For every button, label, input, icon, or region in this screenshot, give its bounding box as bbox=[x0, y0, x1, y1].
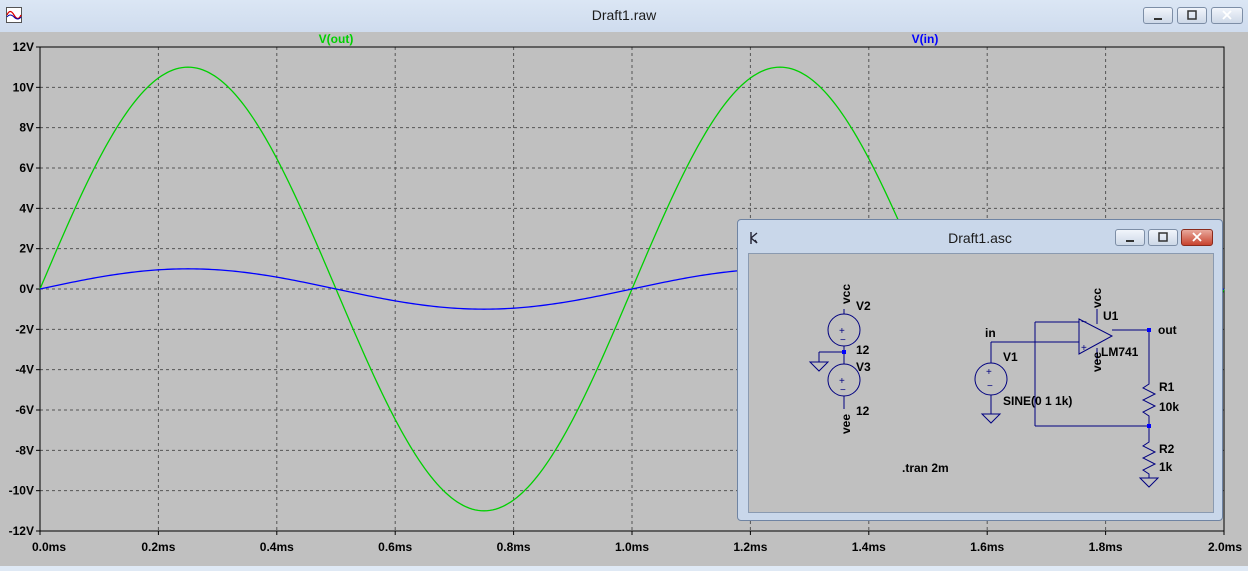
r2-label: R2 bbox=[1159, 442, 1175, 456]
trace-label-vin[interactable]: V(in) bbox=[912, 32, 939, 46]
close-icon bbox=[1192, 232, 1202, 242]
v3-value: 12 bbox=[856, 404, 870, 418]
tran-directive: .tran 2m bbox=[902, 461, 949, 475]
svg-text:+: + bbox=[1081, 343, 1087, 354]
x-tick-label: 0.0ms bbox=[32, 540, 66, 554]
y-tick-label: 2V bbox=[19, 242, 34, 256]
minimize-icon bbox=[1154, 18, 1162, 20]
x-tick-label: 2.0ms bbox=[1208, 540, 1242, 554]
x-axis: 0.0ms 0.2ms 0.4ms 0.6ms 0.8ms 1.0ms 1.2ms 1.4ms… bbox=[32, 531, 1242, 554]
svg-text:−: − bbox=[987, 381, 993, 392]
window-title: Draft1.raw bbox=[591, 7, 657, 23]
maximize-icon bbox=[1158, 232, 1168, 242]
y-tick-label: 10V bbox=[13, 80, 34, 94]
x-tick-label: 0.2ms bbox=[141, 540, 175, 554]
x-tick-label: 1.0ms bbox=[615, 540, 649, 554]
v1-label: V1 bbox=[1003, 350, 1018, 364]
x-tick-label: 1.2ms bbox=[733, 540, 767, 554]
schematic-title: Draft1.asc bbox=[948, 230, 1012, 246]
y-tick-label: -10V bbox=[9, 484, 34, 498]
x-tick-label: 0.6ms bbox=[378, 540, 412, 554]
y-tick-label: 0V bbox=[19, 282, 34, 296]
x-tick-label: 1.4ms bbox=[852, 540, 886, 554]
opamp-vee-netlabel: vee bbox=[1090, 352, 1104, 372]
y-tick-label: 4V bbox=[19, 201, 34, 215]
y-tick-label: 6V bbox=[19, 161, 34, 175]
window-titlebar[interactable]: Draft1.raw bbox=[0, 0, 1248, 32]
svg-text:+: + bbox=[839, 326, 845, 337]
svg-text:−: − bbox=[1081, 317, 1087, 328]
vcc-netlabel: vcc bbox=[839, 284, 853, 304]
svg-text:−: − bbox=[840, 385, 846, 396]
r2-value: 1k bbox=[1159, 460, 1173, 474]
y-tick-label: 12V bbox=[13, 40, 34, 54]
x-tick-label: 0.4ms bbox=[260, 540, 294, 554]
minimize-icon bbox=[1126, 240, 1134, 242]
y-tick-label: -8V bbox=[15, 443, 34, 457]
out-netlabel: out bbox=[1158, 323, 1177, 337]
close-icon bbox=[1222, 10, 1232, 20]
x-tick-label: 0.8ms bbox=[497, 540, 531, 554]
schematic-titlebar[interactable]: Draft1.asc bbox=[738, 220, 1222, 252]
y-tick-label: 8V bbox=[19, 121, 34, 135]
x-tick-label: 1.6ms bbox=[970, 540, 1004, 554]
v2-value: 12 bbox=[856, 343, 870, 357]
v3-label: V3 bbox=[856, 360, 871, 374]
x-tick-label: 1.8ms bbox=[1089, 540, 1123, 554]
y-tick-label: -2V bbox=[15, 322, 34, 336]
opamp-vcc-netlabel: vcc bbox=[1090, 288, 1104, 308]
close-button[interactable] bbox=[1211, 7, 1243, 24]
r1-label: R1 bbox=[1159, 380, 1175, 394]
schematic-app-icon bbox=[750, 232, 758, 244]
svg-text:−: − bbox=[840, 335, 846, 346]
schematic-maximize-button[interactable] bbox=[1148, 229, 1178, 246]
opamp-symbol bbox=[1078, 318, 1114, 355]
r1-value: 10k bbox=[1159, 400, 1179, 414]
vee-netlabel: vee bbox=[839, 414, 853, 434]
v2-label: V2 bbox=[856, 299, 871, 313]
schematic-minimize-button[interactable] bbox=[1115, 229, 1145, 246]
minimize-button[interactable] bbox=[1143, 7, 1173, 24]
schematic-close-button[interactable] bbox=[1181, 229, 1213, 246]
y-axis: 12V 10V 8V 6V 4V 2V 0V -2V -4V -6V -8V -10V -12V bbox=[9, 40, 40, 538]
trace-label-vout[interactable]: V(out) bbox=[319, 32, 354, 46]
waveform-app-icon bbox=[6, 7, 22, 23]
maximize-button[interactable] bbox=[1177, 7, 1207, 24]
y-tick-label: -12V bbox=[9, 524, 34, 538]
svg-text:+: + bbox=[839, 376, 845, 387]
sine-source-value: SINE(0 1 1k) bbox=[1003, 394, 1072, 408]
u1-label: U1 bbox=[1103, 309, 1119, 323]
maximize-icon bbox=[1187, 10, 1197, 20]
schematic-window[interactable]: Draft1.asc bbox=[737, 219, 1223, 521]
lm741-label: LM741 bbox=[1101, 345, 1139, 359]
schematic-canvas[interactable]: + − + − + − − + V2 12 V3 12 vcc vee in V1 SI… bbox=[748, 253, 1214, 513]
schematic-diagram[interactable]: +− +− +− −+ V2 12 V3 12 vcc vee in V1 SI… bbox=[749, 254, 1213, 512]
y-tick-label: -4V bbox=[15, 363, 34, 377]
y-tick-label: -6V bbox=[15, 403, 34, 417]
in-netlabel: in bbox=[985, 326, 996, 340]
svg-text:+: + bbox=[986, 367, 992, 378]
